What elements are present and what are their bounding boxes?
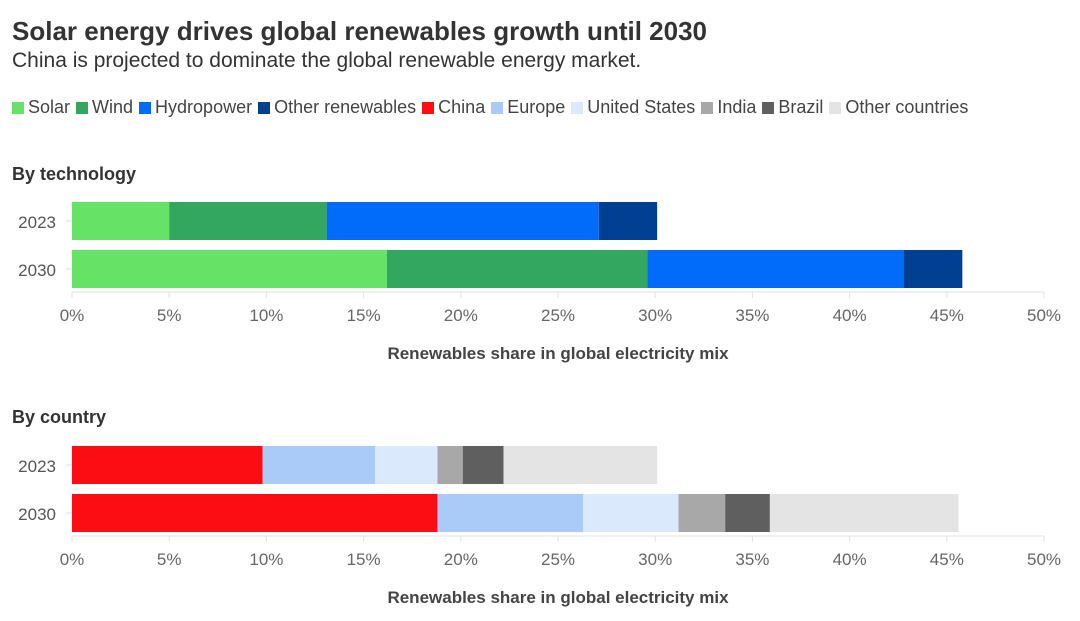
legend-label: Hydropower xyxy=(155,97,253,117)
legend: Solar Wind Hydropower Other renewables China… xyxy=(12,96,1012,119)
bar-segment-wind xyxy=(169,202,327,240)
legend-item: China xyxy=(422,96,485,119)
bar-segment-europe xyxy=(437,494,584,532)
x-tick-label: 40% xyxy=(833,550,867,569)
x-axis-title: Renewables share in global electricity m… xyxy=(387,344,729,363)
x-tick-label: 40% xyxy=(833,306,867,325)
x-tick-label: 50% xyxy=(1027,550,1061,569)
category-label: 2023 xyxy=(18,457,56,476)
x-tick-label: 30% xyxy=(638,550,672,569)
x-tick-label: 15% xyxy=(347,306,381,325)
x-tick-label: 35% xyxy=(735,306,769,325)
legend-label: Solar xyxy=(28,97,71,117)
bar-segment-wind xyxy=(386,250,648,288)
x-axis-title: Renewables share in global electricity m… xyxy=(387,588,729,607)
legend-item: India xyxy=(701,96,756,119)
legend-item: Other renewables xyxy=(258,96,416,119)
x-tick-label: 20% xyxy=(444,306,478,325)
category-label: 2030 xyxy=(18,261,56,280)
legend-swatch xyxy=(422,102,435,114)
bar-segment-brazil xyxy=(725,494,770,532)
legend-swatch xyxy=(571,102,584,114)
legend-label: Brazil xyxy=(778,97,824,117)
legend-swatch xyxy=(762,102,775,114)
x-tick-label: 15% xyxy=(347,550,381,569)
legend-swatch xyxy=(829,102,842,114)
bar-segment-united-states xyxy=(583,494,679,532)
bar-segment-hydropower xyxy=(647,250,905,288)
bar-segment-brazil xyxy=(462,446,504,484)
legend-label: United States xyxy=(587,97,696,117)
x-tick-label: 25% xyxy=(541,550,575,569)
legend-swatch xyxy=(258,102,271,114)
bar-segment-india xyxy=(437,446,463,484)
legend-label: India xyxy=(717,97,757,117)
legend-item: Hydropower xyxy=(139,96,252,119)
legend-item: Other countries xyxy=(829,96,968,119)
bar-segment-europe xyxy=(262,446,376,484)
legend-swatch xyxy=(491,102,504,114)
bar-segment-united-states xyxy=(375,446,438,484)
category-label: 2023 xyxy=(18,213,56,232)
bar-segment-china xyxy=(72,446,263,484)
chart-subtitle: China is projected to dominate the globa… xyxy=(12,49,642,72)
x-tick-label: 45% xyxy=(930,306,964,325)
x-tick-label: 45% xyxy=(930,550,964,569)
bar-segment-china xyxy=(72,494,438,532)
x-tick-label: 5% xyxy=(157,306,182,325)
legend-label: China xyxy=(438,97,486,117)
x-tick-label: 35% xyxy=(735,550,769,569)
legend-swatch xyxy=(139,102,152,114)
bar-segment-solar xyxy=(72,250,387,288)
x-tick-label: 0% xyxy=(60,550,85,569)
chart-title: Solar energy drives global renewables gr… xyxy=(12,16,707,46)
x-tick-label: 10% xyxy=(249,550,283,569)
x-tick-label: 0% xyxy=(60,306,85,325)
legend-label: Wind xyxy=(92,97,134,117)
x-tick-label: 25% xyxy=(541,306,575,325)
bar-segment-india xyxy=(678,494,726,532)
legend-swatch xyxy=(12,102,24,114)
legend-item: United States xyxy=(571,96,695,119)
x-tick-label: 5% xyxy=(157,550,182,569)
x-tick-label: 30% xyxy=(638,306,672,325)
bar-segment-solar xyxy=(72,202,170,240)
legend-item: Solar xyxy=(12,96,70,119)
bar-segment-other-countries xyxy=(769,494,959,532)
bar-segment-hydropower xyxy=(326,202,599,240)
legend-label: Europe xyxy=(507,97,566,117)
section-heading: By technology xyxy=(12,164,136,184)
x-tick-label: 50% xyxy=(1027,306,1061,325)
legend-swatch xyxy=(701,102,714,114)
bar-segment-other-renewables xyxy=(904,250,963,288)
legend-label: Other renewables xyxy=(274,97,417,117)
legend-item: Wind xyxy=(76,96,133,119)
legend-item: Brazil xyxy=(762,96,823,119)
legend-item: Europe xyxy=(491,96,565,119)
category-label: 2030 xyxy=(18,505,56,524)
legend-swatch xyxy=(76,102,89,114)
x-tick-label: 20% xyxy=(444,550,478,569)
x-tick-label: 10% xyxy=(249,306,283,325)
bar-segment-other-renewables xyxy=(598,202,658,240)
bar-segment-other-countries xyxy=(503,446,658,484)
legend-label: Other countries xyxy=(845,97,969,117)
section-heading: By country xyxy=(12,407,106,427)
